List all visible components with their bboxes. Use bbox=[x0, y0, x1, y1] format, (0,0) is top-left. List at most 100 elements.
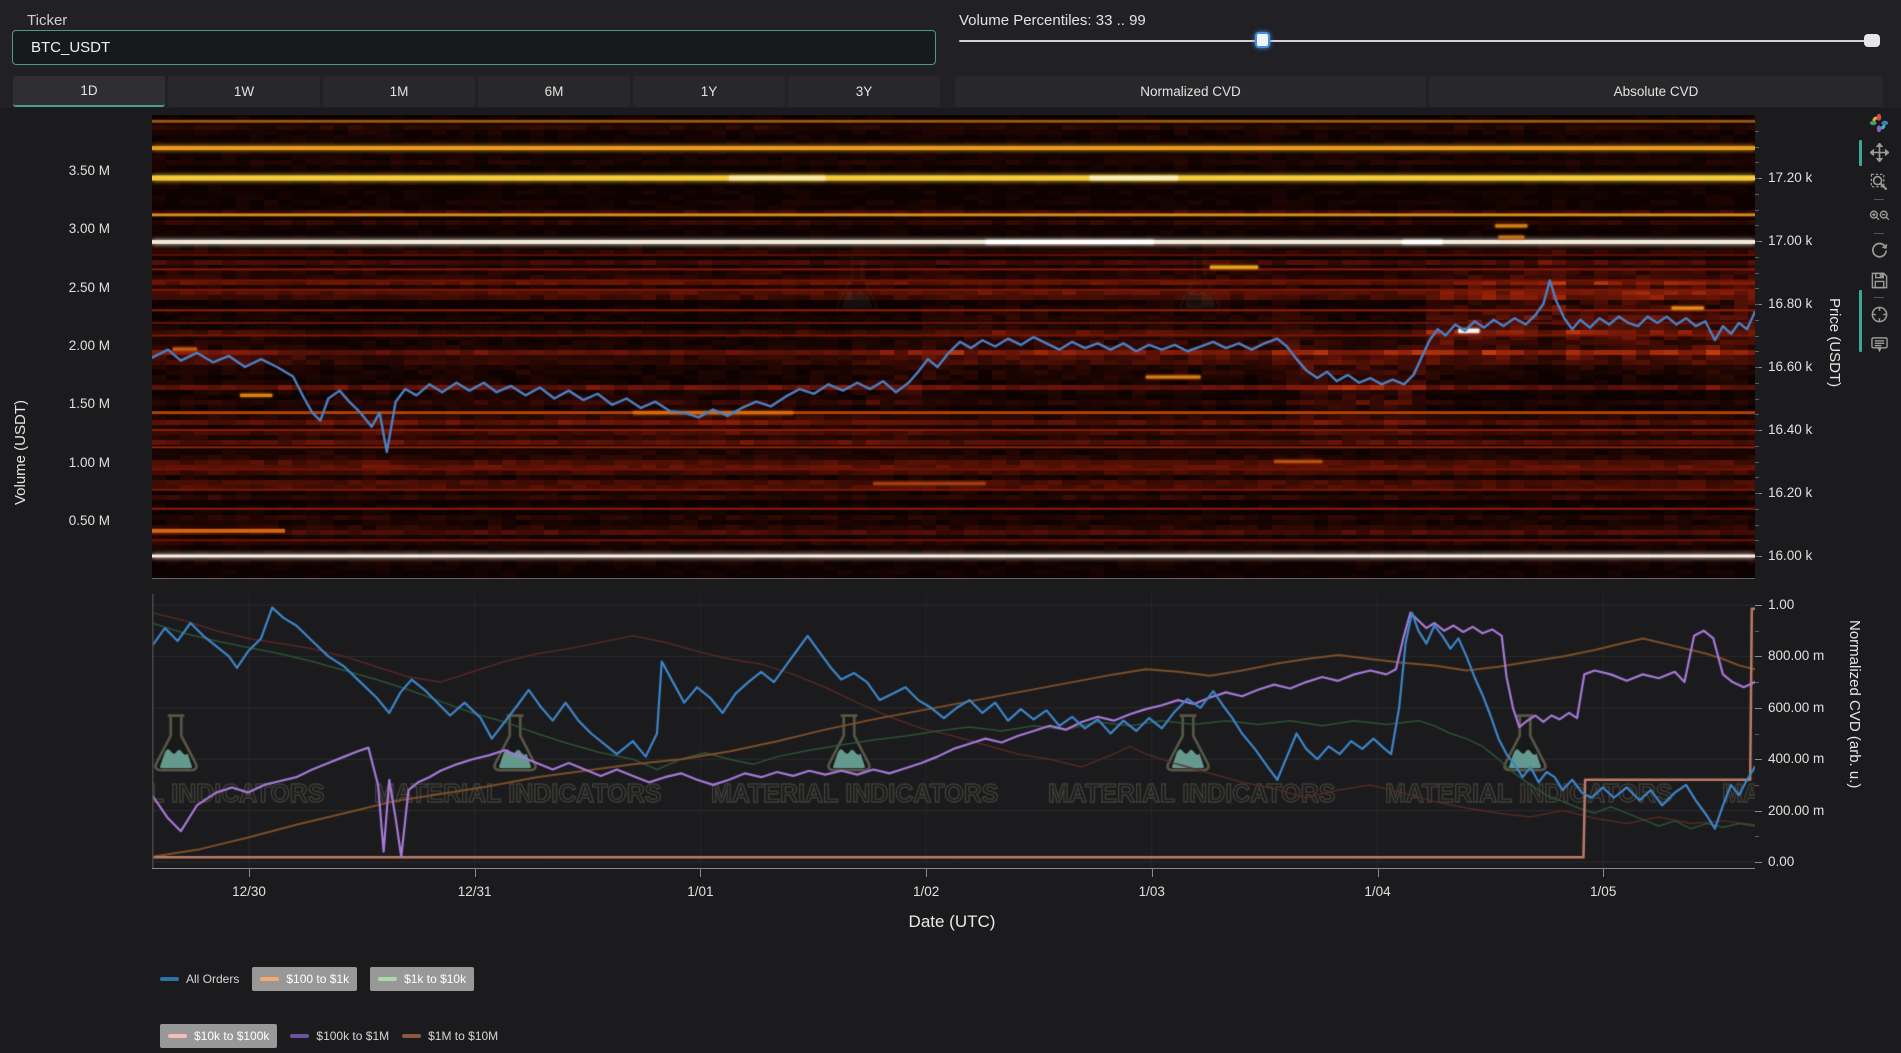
cvd-tick bbox=[1755, 862, 1762, 863]
cvd-minor-tick bbox=[1755, 785, 1759, 786]
legend-item--100-to-1k[interactable]: $100 to $1k bbox=[252, 967, 357, 991]
date-tick-label: 12/31 bbox=[450, 884, 500, 899]
timeframe-button-row: 1D 1W 1M 6M 1Y 3Y bbox=[13, 76, 940, 107]
modebar-separator bbox=[1874, 199, 1884, 200]
timeframe-button-label: 1Y bbox=[701, 84, 718, 99]
cvd-plot[interactable] bbox=[152, 594, 1755, 868]
absolute-cvd-button[interactable]: Absolute CVD bbox=[1429, 76, 1883, 107]
price-minor-tick bbox=[1755, 288, 1759, 289]
price-tick-label: 16.60 k bbox=[1768, 359, 1812, 374]
volume-percentile-high-handle[interactable] bbox=[1864, 34, 1880, 47]
price-tick-label: 17.20 k bbox=[1768, 170, 1812, 185]
main-plot-axis-line bbox=[152, 578, 1755, 579]
price-tick-label: 16.00 k bbox=[1768, 548, 1812, 563]
volume-tick-label: 2.00 M bbox=[62, 338, 110, 353]
price-minor-tick bbox=[1755, 320, 1759, 321]
pan-icon[interactable] bbox=[1869, 142, 1890, 163]
volume-percentile-low-handle[interactable] bbox=[1255, 32, 1270, 48]
price-tick-label: 16.80 k bbox=[1768, 296, 1812, 311]
cvd-tick-label: 800.00 m bbox=[1768, 648, 1824, 663]
volume-tick-label: 1.00 M bbox=[62, 455, 110, 470]
cvd-tick bbox=[1755, 708, 1762, 709]
zoom-in-out-icon[interactable] bbox=[1869, 206, 1890, 227]
save-snapshot-icon[interactable] bbox=[1869, 270, 1890, 291]
plotly-logo-icon[interactable] bbox=[1869, 112, 1890, 133]
price-minor-tick bbox=[1755, 540, 1759, 541]
date-tick-label: 1/04 bbox=[1353, 884, 1403, 899]
date-tick bbox=[475, 869, 476, 877]
cvd-tick bbox=[1755, 656, 1762, 657]
ticker-input[interactable] bbox=[12, 30, 936, 65]
pan-active-indicator bbox=[1859, 140, 1862, 166]
plotly-modebar bbox=[1866, 112, 1892, 355]
price-minor-tick bbox=[1755, 509, 1759, 510]
reset-axes-icon[interactable] bbox=[1869, 240, 1890, 261]
date-axis-title: Date (UTC) bbox=[852, 912, 1052, 932]
modebar-separator bbox=[1874, 297, 1884, 298]
absolute-cvd-button-label: Absolute CVD bbox=[1614, 84, 1699, 99]
legend-item--10k-to-100k[interactable]: $10k to $100k bbox=[160, 1024, 277, 1048]
price-minor-tick bbox=[1755, 194, 1759, 195]
price-minor-tick bbox=[1755, 430, 1759, 431]
cvd-tick bbox=[1755, 759, 1762, 760]
price-minor-tick bbox=[1755, 336, 1759, 337]
legend-label: $1k to $10k bbox=[404, 972, 466, 986]
price-minor-tick bbox=[1755, 210, 1759, 211]
price-minor-tick bbox=[1755, 147, 1759, 148]
legend-swatch bbox=[378, 977, 397, 981]
price-tick-label: 17.00 k bbox=[1768, 233, 1812, 248]
legend-item--100k-to-1m[interactable]: $100k to $1M bbox=[290, 1029, 389, 1043]
toggles-active-indicator bbox=[1859, 290, 1862, 352]
price-minor-tick bbox=[1755, 525, 1759, 526]
price-minor-tick bbox=[1755, 241, 1759, 242]
normalized-cvd-button[interactable]: Normalized CVD bbox=[955, 76, 1426, 107]
price-minor-tick bbox=[1755, 351, 1759, 352]
date-tick-label: 1/05 bbox=[1578, 884, 1628, 899]
legend-swatch bbox=[168, 1034, 187, 1038]
legend-swatch bbox=[260, 977, 279, 981]
date-tick bbox=[249, 869, 250, 877]
price-minor-tick bbox=[1755, 304, 1759, 305]
timeframe-button-label: 1D bbox=[80, 83, 97, 98]
cvd-tick-label: 1.00 bbox=[1768, 597, 1794, 612]
legend-label: $100 to $1k bbox=[286, 972, 349, 986]
legend-item--1m-to-10m[interactable]: $1M to $10M bbox=[402, 1029, 498, 1043]
volume-percentile-slider-track[interactable] bbox=[959, 40, 1880, 42]
date-tick bbox=[1378, 869, 1379, 877]
legend-item-all-orders[interactable]: All Orders bbox=[160, 972, 239, 986]
cvd-minor-tick bbox=[1755, 682, 1759, 683]
price-minor-tick bbox=[1755, 556, 1759, 557]
price-minor-tick bbox=[1755, 477, 1759, 478]
cvd-tick bbox=[1755, 605, 1762, 606]
legend-label: All Orders bbox=[186, 972, 239, 986]
timeframe-button-1d[interactable]: 1D bbox=[13, 76, 165, 107]
timeframe-button-label: 1M bbox=[390, 84, 409, 99]
cvd-tick-label: 0.00 bbox=[1768, 854, 1794, 869]
price-minor-tick bbox=[1755, 131, 1759, 132]
timeframe-button-1y[interactable]: 1Y bbox=[633, 76, 785, 107]
price-minor-tick bbox=[1755, 225, 1759, 226]
liquidity-heatmap-plot[interactable] bbox=[152, 115, 1755, 578]
timeframe-button-1m[interactable]: 1M bbox=[323, 76, 475, 107]
cvd-minor-tick bbox=[1755, 734, 1759, 735]
timeframe-button-1w[interactable]: 1W bbox=[168, 76, 320, 107]
ticker-label: Ticker bbox=[27, 12, 67, 29]
box-zoom-icon[interactable] bbox=[1869, 172, 1890, 193]
volume-colorbar bbox=[118, 120, 149, 575]
hover-tooltip-icon[interactable] bbox=[1869, 334, 1890, 355]
timeframe-button-6m[interactable]: 6M bbox=[478, 76, 630, 107]
toggle-spikelines-icon[interactable] bbox=[1869, 304, 1890, 325]
date-tick bbox=[926, 869, 927, 877]
legend-label: $10k to $100k bbox=[194, 1029, 269, 1043]
price-tick-label: 16.20 k bbox=[1768, 485, 1812, 500]
legend-label: $1M to $10M bbox=[428, 1029, 498, 1043]
timeframe-button-label: 3Y bbox=[856, 84, 873, 99]
price-minor-tick bbox=[1755, 493, 1759, 494]
legend-swatch bbox=[290, 1034, 309, 1038]
legend-item--1k-to-10k[interactable]: $1k to $10k bbox=[370, 967, 474, 991]
timeframe-button-3y[interactable]: 3Y bbox=[788, 76, 940, 107]
cvd-tick-label: 200.00 m bbox=[1768, 803, 1824, 818]
price-minor-tick bbox=[1755, 178, 1759, 179]
price-minor-tick bbox=[1755, 367, 1759, 368]
price-minor-tick bbox=[1755, 446, 1759, 447]
